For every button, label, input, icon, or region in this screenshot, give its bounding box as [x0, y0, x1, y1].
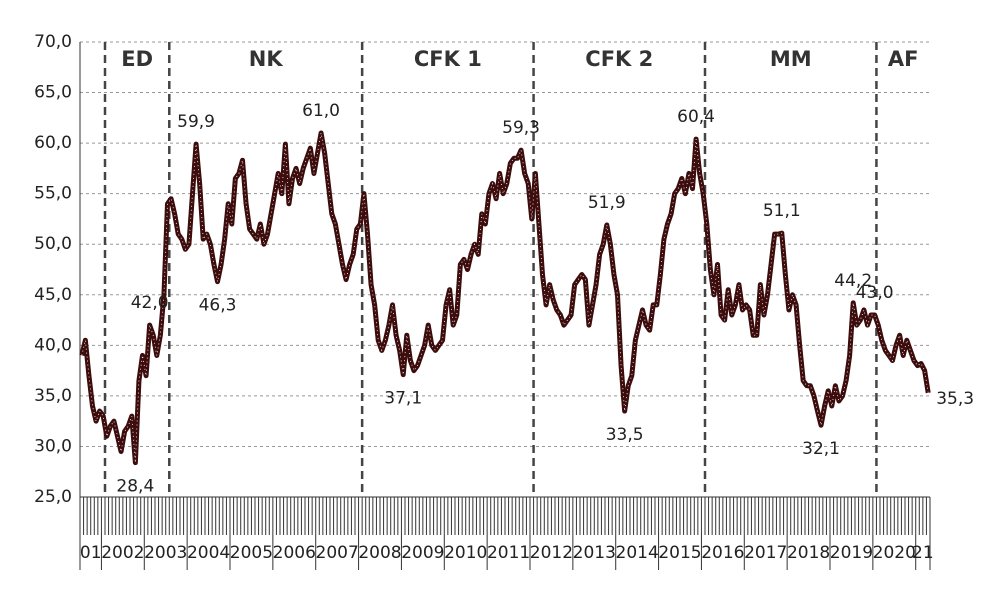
y-tick-label: 40,0	[34, 335, 72, 355]
x-tick-label: 2014	[616, 543, 659, 563]
period-label: MM	[770, 47, 812, 71]
x-tick-label: 2008	[358, 543, 401, 563]
x-tick-label: 2012	[530, 543, 573, 563]
y-tick-label: 35,0	[34, 386, 72, 406]
data-label: 32,1	[802, 439, 840, 459]
data-line-highlight	[81, 132, 929, 463]
y-tick-label: 70,0	[34, 32, 72, 52]
x-tick-label: 2010	[444, 543, 487, 563]
x-tick-label: 2009	[401, 543, 444, 563]
x-tick-label: 2016	[701, 543, 744, 563]
x-tick-label: 21	[912, 543, 934, 563]
x-tick-label: 2017	[744, 543, 787, 563]
x-tick-label: 2002	[101, 543, 144, 563]
period-label: CFK 1	[414, 47, 482, 71]
y-tick-label: 50,0	[34, 234, 72, 254]
data-label: 59,9	[177, 112, 215, 132]
x-tick-label: 2013	[573, 543, 616, 563]
data-label: 44,2	[834, 271, 872, 291]
x-tick-label: 2011	[487, 543, 530, 563]
data-label: 43,0	[856, 283, 894, 303]
x-tick-label: 01	[80, 543, 102, 563]
y-tick-label: 30,0	[34, 436, 72, 456]
x-tick-label: 2005	[230, 543, 273, 563]
x-tick-label: 2003	[144, 543, 187, 563]
period-label: AF	[888, 47, 919, 71]
data-label: 42,0	[131, 293, 169, 313]
y-tick-label: 25,0	[34, 487, 72, 507]
data-label: 37,1	[384, 389, 422, 409]
data-label: 60,4	[677, 107, 715, 127]
data-label: 28,4	[116, 477, 154, 497]
data-label: 51,1	[763, 201, 801, 221]
period-label: CFK 2	[585, 47, 653, 71]
x-tick-label: 2018	[787, 543, 830, 563]
x-tick-label: 2015	[658, 543, 701, 563]
x-tick-label: 2007	[316, 543, 359, 563]
x-tick-label: 2020	[873, 543, 916, 563]
period-label: NK	[249, 47, 284, 71]
x-tick-label: 2006	[273, 543, 316, 563]
x-tick-label: 2019	[830, 543, 873, 563]
y-tick-label: 55,0	[34, 184, 72, 204]
period-label: ED	[121, 47, 153, 71]
y-tick-label: 45,0	[34, 285, 72, 305]
y-tick-label: 60,0	[34, 133, 72, 153]
data-label: 59,3	[502, 118, 540, 138]
x-tick-label: 2004	[187, 543, 230, 563]
data-label: 35,3	[936, 389, 974, 409]
y-tick-label: 65,0	[34, 83, 72, 103]
data-label: 33,5	[606, 425, 644, 445]
data-label: 51,9	[588, 193, 626, 213]
data-label: 61,0	[302, 101, 340, 121]
data-label: 46,3	[199, 296, 237, 316]
